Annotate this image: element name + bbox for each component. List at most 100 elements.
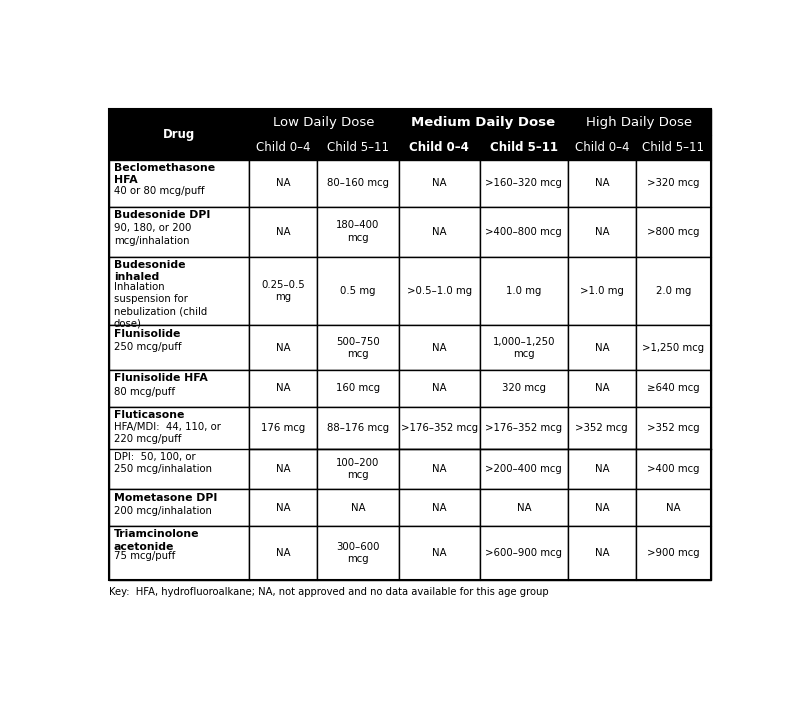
Bar [110, 207, 249, 256]
Text: >176–352 mcg: >176–352 mcg [486, 422, 562, 433]
Bar [480, 325, 568, 370]
Bar [636, 407, 710, 448]
Text: Beclomethasone
HFA: Beclomethasone HFA [114, 163, 214, 185]
Bar [480, 135, 568, 160]
Text: 300–600
mcg: 300–600 mcg [336, 542, 380, 565]
Text: NA: NA [432, 227, 446, 237]
Text: NA: NA [432, 503, 446, 513]
Text: 0.5 mg: 0.5 mg [340, 286, 376, 296]
Bar [249, 526, 318, 581]
Text: NA: NA [276, 384, 290, 394]
Bar [110, 160, 249, 207]
Bar [318, 489, 398, 526]
Bar [110, 526, 249, 581]
Bar [249, 448, 318, 489]
Bar [110, 407, 249, 489]
Bar [398, 256, 480, 325]
Bar [249, 135, 318, 160]
Text: 176 mcg: 176 mcg [261, 422, 306, 433]
Text: NA: NA [276, 464, 290, 474]
Text: NA: NA [432, 384, 446, 394]
Bar [318, 370, 398, 407]
Text: NA: NA [432, 178, 446, 188]
Bar [636, 325, 710, 370]
Text: 80–160 mcg: 80–160 mcg [327, 178, 389, 188]
Text: Child 0–4: Child 0–4 [574, 141, 629, 154]
Text: Flunisolide: Flunisolide [114, 329, 180, 339]
Bar [398, 207, 480, 256]
Bar [318, 448, 398, 489]
Bar [318, 256, 398, 325]
Text: >352 mcg: >352 mcg [575, 422, 628, 433]
Text: NA: NA [594, 343, 609, 353]
Text: Child 0–4: Child 0–4 [256, 141, 310, 154]
Bar [398, 489, 480, 526]
Text: 80 mcg/puff: 80 mcg/puff [114, 387, 174, 397]
Text: Budesonide
inhaled: Budesonide inhaled [114, 260, 185, 282]
Text: NA: NA [594, 503, 609, 513]
Text: NA: NA [276, 343, 290, 353]
Text: Child 5–11: Child 5–11 [327, 141, 389, 154]
Bar [636, 448, 710, 489]
Text: NA: NA [350, 503, 366, 513]
Bar [636, 526, 710, 581]
Bar [480, 207, 568, 256]
Bar [249, 407, 318, 448]
Bar [636, 160, 710, 207]
Bar [398, 325, 480, 370]
Bar [568, 407, 636, 448]
Bar [318, 160, 398, 207]
Bar [480, 256, 568, 325]
Bar [249, 256, 318, 325]
Bar [318, 407, 398, 448]
Text: NA: NA [276, 178, 290, 188]
Bar [636, 207, 710, 256]
Bar [110, 325, 249, 370]
Text: Child 5–11: Child 5–11 [490, 141, 558, 154]
Text: ≥640 mcg: ≥640 mcg [647, 384, 700, 394]
Bar [480, 407, 568, 448]
Text: 320 mcg: 320 mcg [502, 384, 546, 394]
Bar [110, 370, 249, 407]
Text: Medium Daily Dose: Medium Daily Dose [411, 115, 555, 129]
Bar [568, 526, 636, 581]
Bar [568, 325, 636, 370]
Bar [398, 109, 568, 135]
Bar [568, 135, 636, 160]
Text: NA: NA [666, 503, 681, 513]
Text: NA: NA [517, 503, 531, 513]
Bar [318, 526, 398, 581]
Text: 1.0 mg: 1.0 mg [506, 286, 542, 296]
Text: 500–750
mcg: 500–750 mcg [336, 337, 380, 359]
Bar [398, 135, 480, 160]
Text: NA: NA [594, 227, 609, 237]
Bar [636, 489, 710, 526]
Bar [480, 489, 568, 526]
Text: Fluticasone: Fluticasone [114, 410, 184, 420]
Bar [110, 109, 249, 160]
Bar [398, 448, 480, 489]
Bar [398, 407, 480, 448]
Bar [249, 160, 318, 207]
Bar [249, 109, 398, 135]
Bar [636, 256, 710, 325]
Text: High Daily Dose: High Daily Dose [586, 115, 692, 129]
Text: NA: NA [432, 343, 446, 353]
Text: >176–352 mcg: >176–352 mcg [401, 422, 478, 433]
Text: Mometasone DPI: Mometasone DPI [114, 493, 217, 503]
Bar [398, 370, 480, 407]
Text: NA: NA [276, 503, 290, 513]
Text: Budesonide DPI: Budesonide DPI [114, 210, 210, 220]
Bar [568, 448, 636, 489]
Bar [249, 489, 318, 526]
Bar [568, 160, 636, 207]
Text: >400–800 mcg: >400–800 mcg [486, 227, 562, 237]
Bar [110, 489, 249, 526]
Text: 100–200
mcg: 100–200 mcg [336, 458, 380, 480]
Text: NA: NA [276, 227, 290, 237]
Text: 200 mcg/inhalation: 200 mcg/inhalation [114, 506, 211, 516]
Bar [110, 109, 710, 581]
Bar [249, 325, 318, 370]
Text: >900 mcg: >900 mcg [647, 548, 700, 558]
Bar [249, 370, 318, 407]
